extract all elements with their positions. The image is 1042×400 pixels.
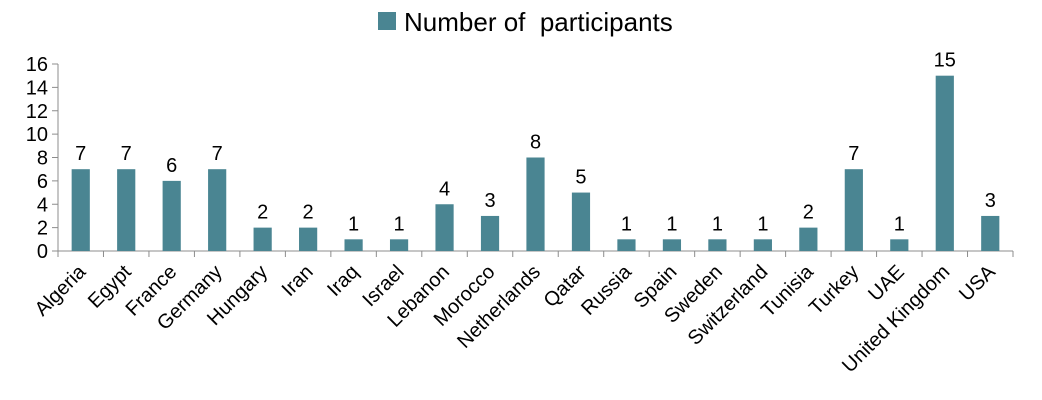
y-tick-label: 16 [26,54,48,76]
legend-label: Number of participants [404,7,673,37]
bar-united-kingdom [935,75,954,251]
data-label: 1 [894,213,905,235]
bar-tunisia [799,227,818,251]
bar-hungary [253,227,272,251]
bar-egypt [117,169,136,251]
data-label: 7 [75,143,86,165]
bar-usa [981,215,1000,251]
bar-russia [617,239,636,251]
data-label: 8 [530,132,541,154]
bar-lebanon [435,204,454,251]
data-label: 6 [166,155,177,177]
data-label: 1 [712,213,723,235]
x-tick-label: Turkey [805,261,863,319]
x-tick-label: Iran [278,261,318,301]
data-labels: 7 7 6 7 2 2 1 1 4 3 8 5 1 1 1 1 2 7 1 15 3 [75,50,996,236]
bar-iraq [344,239,363,251]
bar-algeria [71,169,90,251]
data-label: 1 [757,213,768,235]
bar-france [162,180,181,251]
bar-switzerland [753,239,772,251]
bar-sweden [708,239,727,251]
y-tick-label: 2 [37,218,48,240]
bar-germany [208,169,227,251]
y-tick-label: 0 [37,241,48,263]
data-label: 4 [439,178,450,200]
bar-spain [662,239,682,251]
data-label: 15 [934,50,956,72]
x-tick-label: Iraq [323,261,363,301]
y-tick-label: 14 [26,77,48,99]
data-label: 1 [621,213,632,235]
y-tick-label: 6 [37,171,48,193]
bar-iran [299,227,318,251]
data-label: 2 [803,202,814,224]
bar-netherlands [526,157,545,251]
data-label: 5 [575,167,586,189]
y-tick-label: 10 [26,124,48,146]
data-label: 1 [348,213,359,235]
x-tick-label: Tunisia [757,260,818,321]
data-label: 7 [212,143,223,165]
y-tick-label: 12 [26,101,48,123]
data-label: 7 [848,143,859,165]
data-label: 2 [303,202,314,224]
data-label: 1 [394,213,405,235]
y-tick-label: 4 [37,194,48,216]
x-tick-label: USA [955,261,1000,306]
bar-uae [890,239,909,251]
data-label: 2 [257,202,268,224]
data-label: 3 [484,190,495,212]
bar-qatar [571,192,591,251]
bars [71,75,1000,251]
bar-israel [389,239,409,251]
x-tick-label: Algeria [31,260,91,320]
data-label: 1 [666,213,677,235]
legend: Number of participants [378,7,673,37]
data-label: 3 [985,190,996,212]
data-label: 7 [121,143,132,165]
legend-swatch [378,12,396,30]
bar-turkey [844,169,863,251]
x-axis [57,250,1014,257]
bar-morocco [480,215,500,251]
x-tick-label: Russia [577,260,636,319]
y-tick-label: 8 [37,148,48,170]
